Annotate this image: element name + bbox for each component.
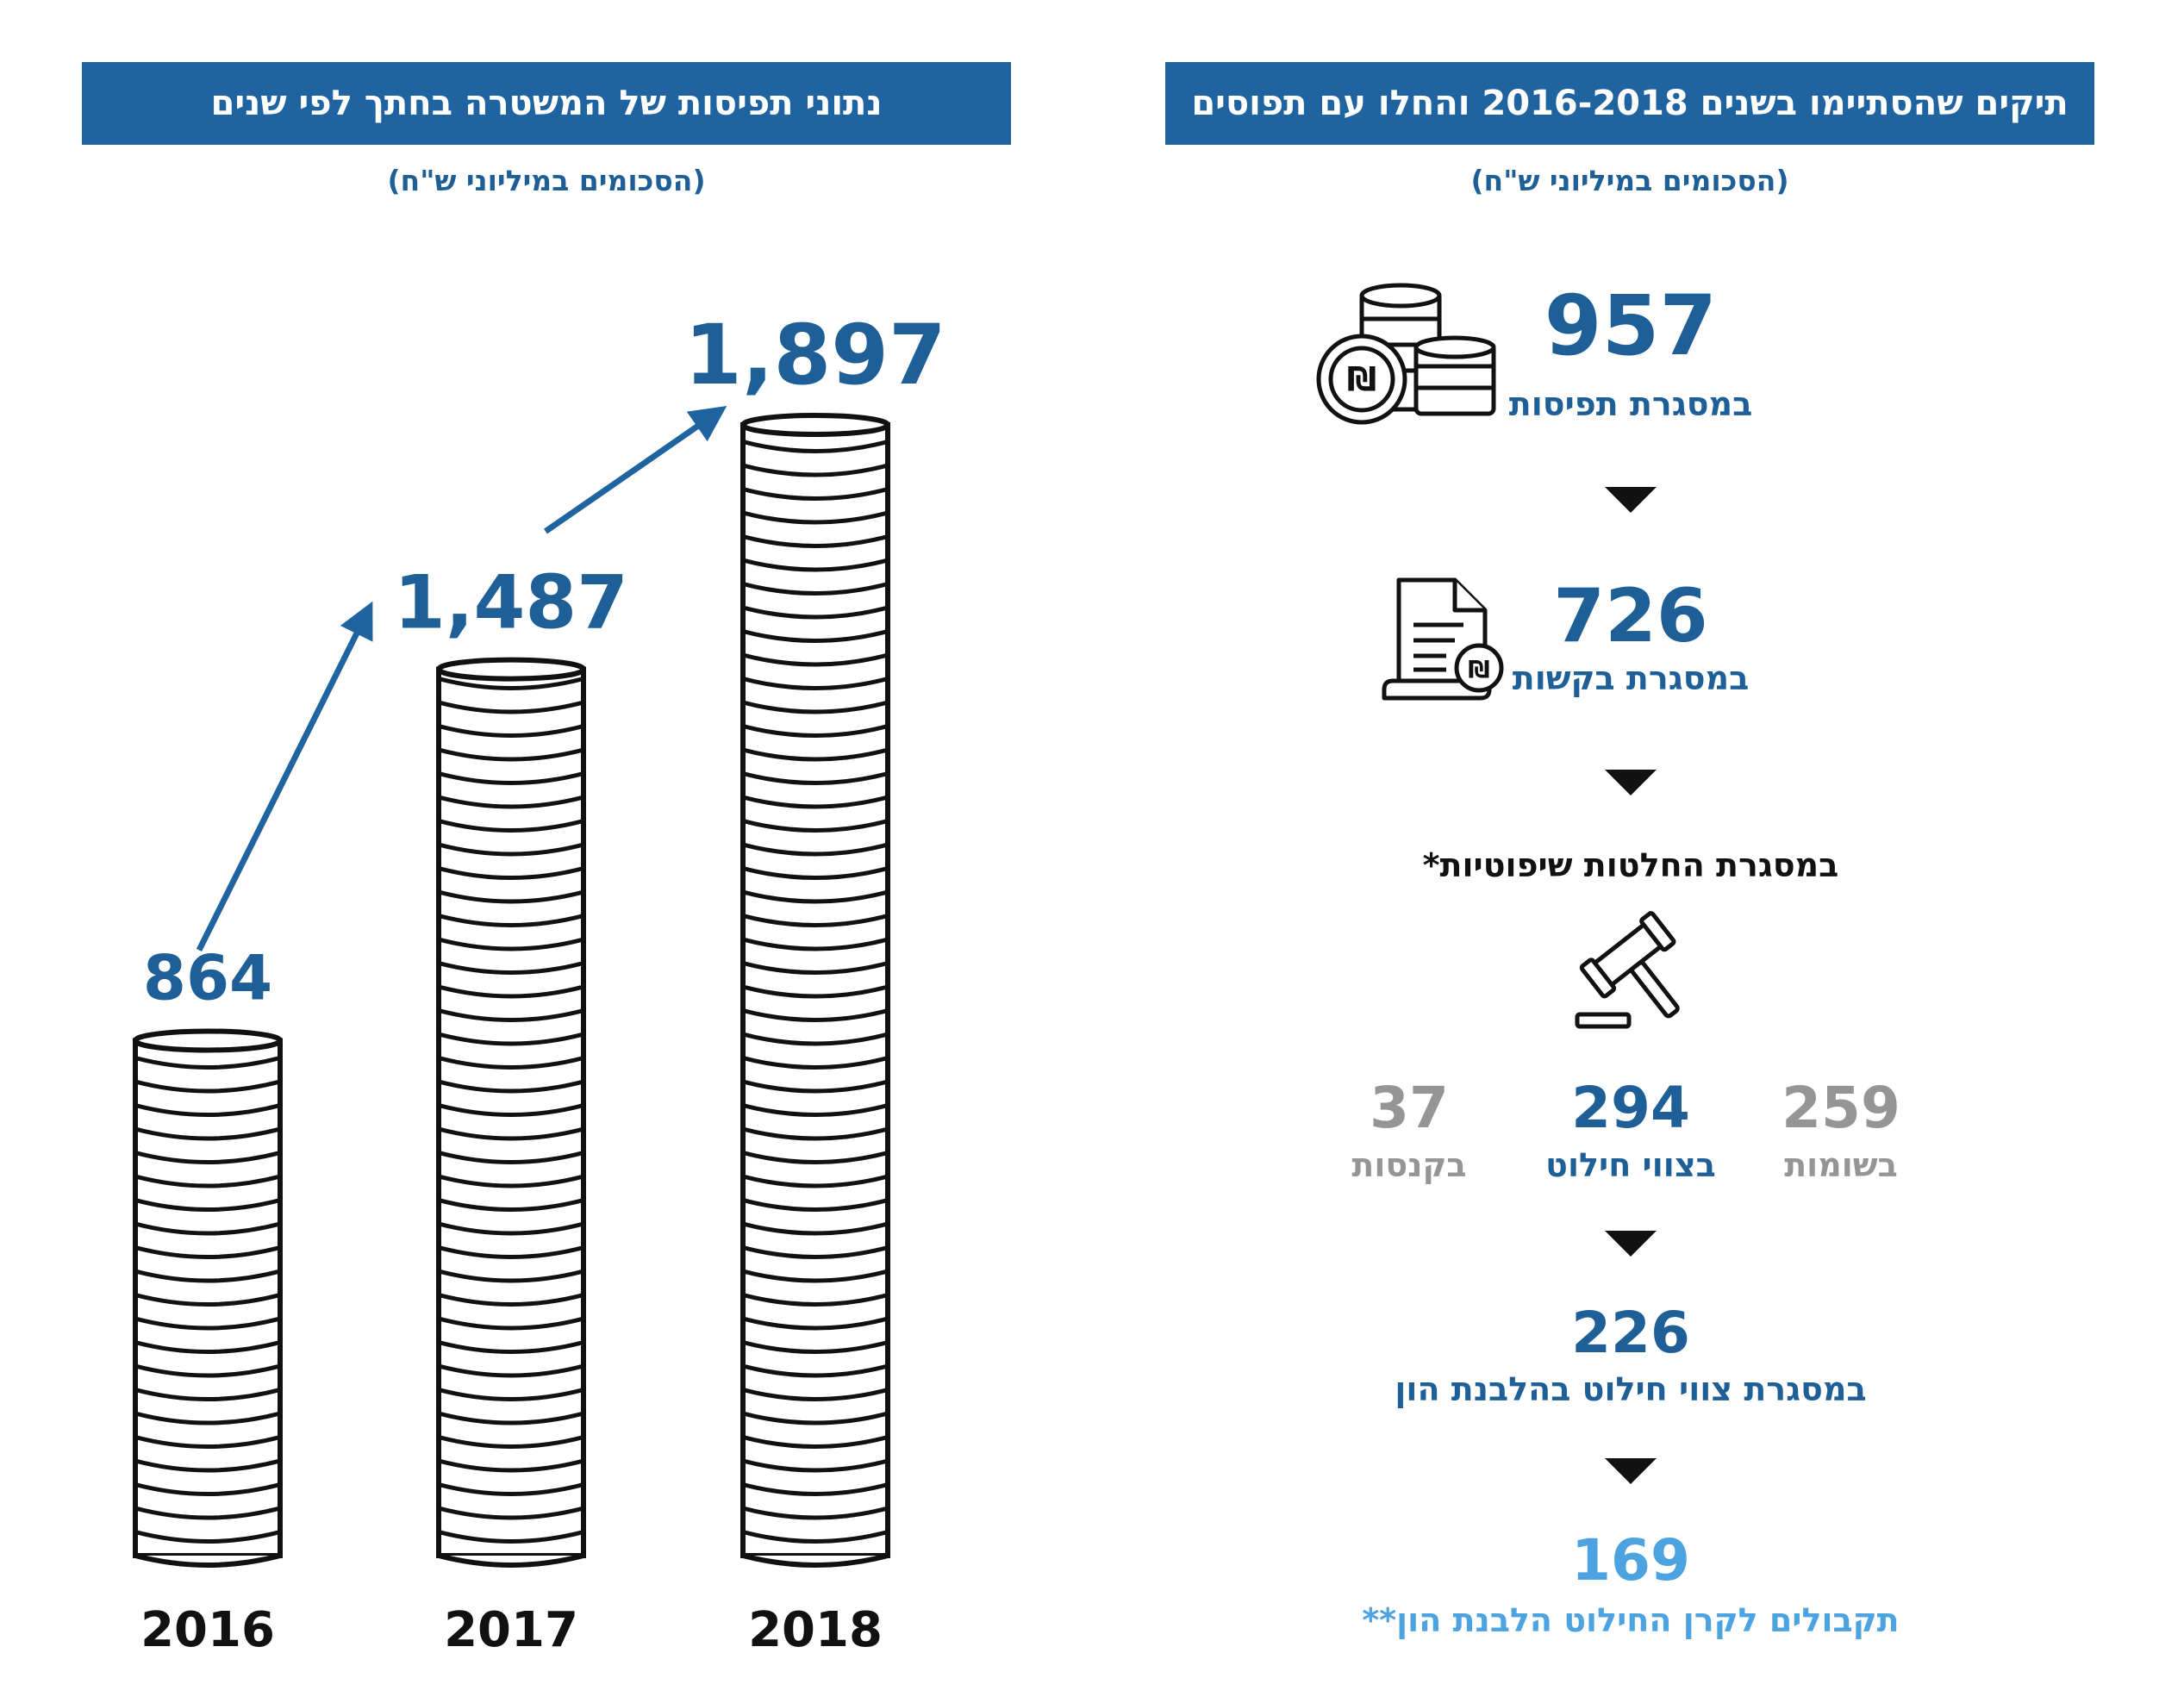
seizures-value: 957 [1544, 278, 1718, 374]
money-laundering-value: 226 [1571, 1300, 1690, 1366]
flow-arrow-1 [1605, 487, 1657, 513]
left-panel-title: נתוני תפיסות של המשטרה בחתך לפי שנים [82, 62, 1011, 145]
year-label-2016: 2016 [140, 1602, 275, 1658]
gavel-icon [1575, 911, 1680, 1029]
coins-shekel-icon: ₪ [1316, 283, 1496, 425]
right-panel-title: תיקים שהסתיימו בשנים 2016-2018 והחלו עם … [1165, 62, 2094, 145]
requests-value: 726 [1553, 573, 1708, 659]
value-label-2016: 864 [143, 941, 272, 1014]
year-label-2017: 2017 [444, 1602, 578, 1658]
value-label-2017: 1,487 [394, 560, 628, 646]
fund-receipts-label: תקבולים לקרן החילוט הלבנת הון** [1362, 1601, 1900, 1639]
seizures-label: במסגרת תפיסות [1508, 385, 1753, 423]
right-panel-subtitle: (הסכומים במיליוני ש"ח) [1470, 164, 1789, 197]
year-label-2018: 2018 [748, 1602, 883, 1658]
coin-stack-chart: 864 2016 1,487 2017 1,897 2018 [133, 307, 946, 1658]
svg-text:₪: ₪ [1347, 360, 1376, 398]
coin-stack-bar-2017 [436, 657, 586, 1568]
coin-stack-bar-2018 [740, 413, 890, 1568]
document-shekel-icon: ₪ [1382, 577, 1504, 701]
flow-arrow-2 [1605, 770, 1657, 795]
coin-stack-bar-2016 [133, 1028, 283, 1568]
growth-arrow-1 [196, 601, 373, 952]
right-title-text: תיקים שהסתיימו בשנים 2016-2018 והחלו עם … [1191, 84, 2069, 123]
fines-label: בקנסות [1351, 1146, 1467, 1184]
forfeiture-orders-value: 294 [1571, 1075, 1690, 1141]
assessments-value: 259 [1782, 1075, 1900, 1141]
flow-arrow-4 [1605, 1458, 1657, 1484]
growth-arrow-2 [544, 406, 727, 534]
flow-arrow-3 [1605, 1231, 1657, 1257]
requests-label: במסגרת בקשות [1512, 659, 1750, 697]
growth-arrows [196, 406, 727, 952]
assessments-label: בשומות [1784, 1146, 1898, 1184]
left-panel-subtitle: (הסכומים במיליוני ש"ח) [387, 164, 706, 197]
money-laundering-label: במסגרת צווי חילוט בהלבנת הון [1395, 1370, 1867, 1408]
forfeiture-orders-label: בצווי חילוט [1545, 1146, 1716, 1184]
fund-receipts-value: 169 [1571, 1527, 1690, 1594]
svg-text:₪: ₪ [1468, 655, 1489, 683]
value-label-2018: 1,897 [684, 307, 946, 403]
fines-value: 37 [1370, 1075, 1449, 1141]
judicial-label: במסגרת החלטות שיפוטיות* [1422, 846, 1839, 884]
left-title-text: נתוני תפיסות של המשטרה בחתך לפי שנים [210, 84, 883, 123]
